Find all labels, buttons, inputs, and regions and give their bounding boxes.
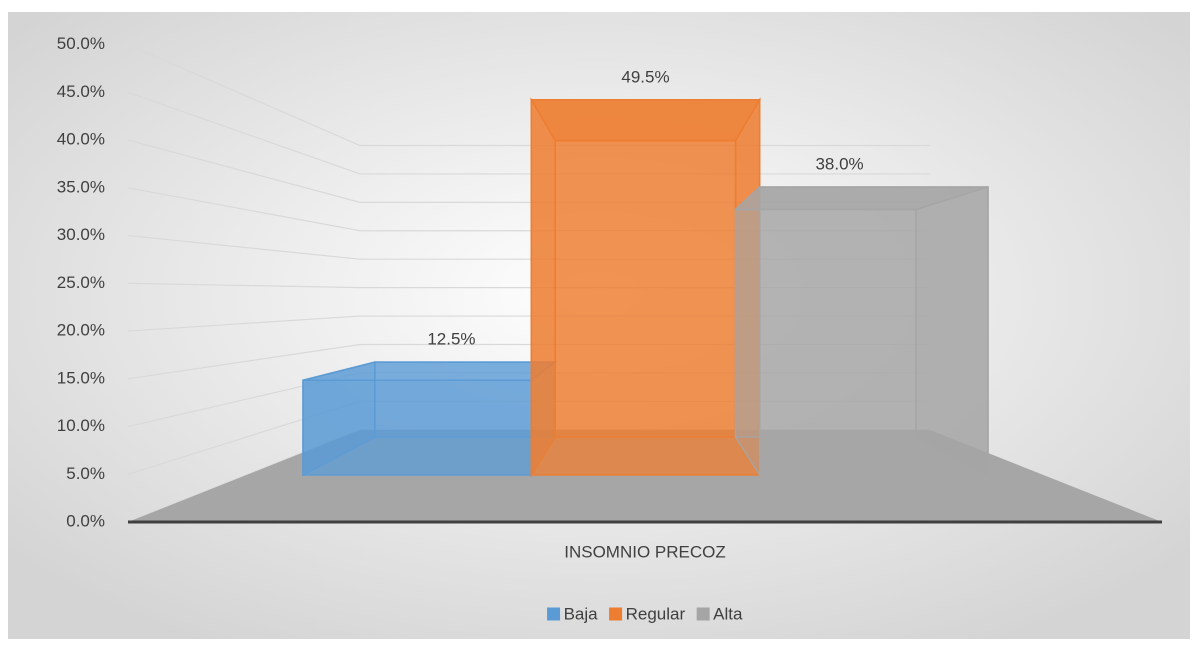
legend-label: Baja <box>564 604 599 623</box>
y-tick-label: 45.0% <box>57 82 105 101</box>
bar <box>758 186 989 476</box>
legend-label: Alta <box>713 604 743 623</box>
bar-left-side <box>734 185 761 478</box>
legend-swatch <box>609 607 623 621</box>
legend-swatch <box>696 607 710 621</box>
y-tick-label: 30.0% <box>57 225 105 244</box>
data-label: 12.5% <box>427 330 475 349</box>
data-label: 49.5% <box>621 67 669 86</box>
bar <box>302 379 533 476</box>
data-label: 38.0% <box>815 154 863 173</box>
x-tick-label: INSOMNIO PRECOZ <box>564 542 726 561</box>
y-tick-label: 0.0% <box>66 512 105 531</box>
y-tick-label: 50.0% <box>57 34 105 53</box>
y-tick-label: 25.0% <box>57 273 105 292</box>
legend: Baja Regular Alta <box>547 604 743 623</box>
y-tick-label: 35.0% <box>57 177 105 196</box>
bar <box>530 99 761 476</box>
y-tick-label: 20.0% <box>57 321 105 340</box>
y-tick-label: 40.0% <box>57 130 105 149</box>
y-tick-label: 10.0% <box>57 416 105 435</box>
y-tick-label: 15.0% <box>57 368 105 387</box>
legend-label: Regular <box>626 604 686 623</box>
legend-swatch <box>547 607 561 621</box>
y-tick-label: 5.0% <box>66 464 105 483</box>
